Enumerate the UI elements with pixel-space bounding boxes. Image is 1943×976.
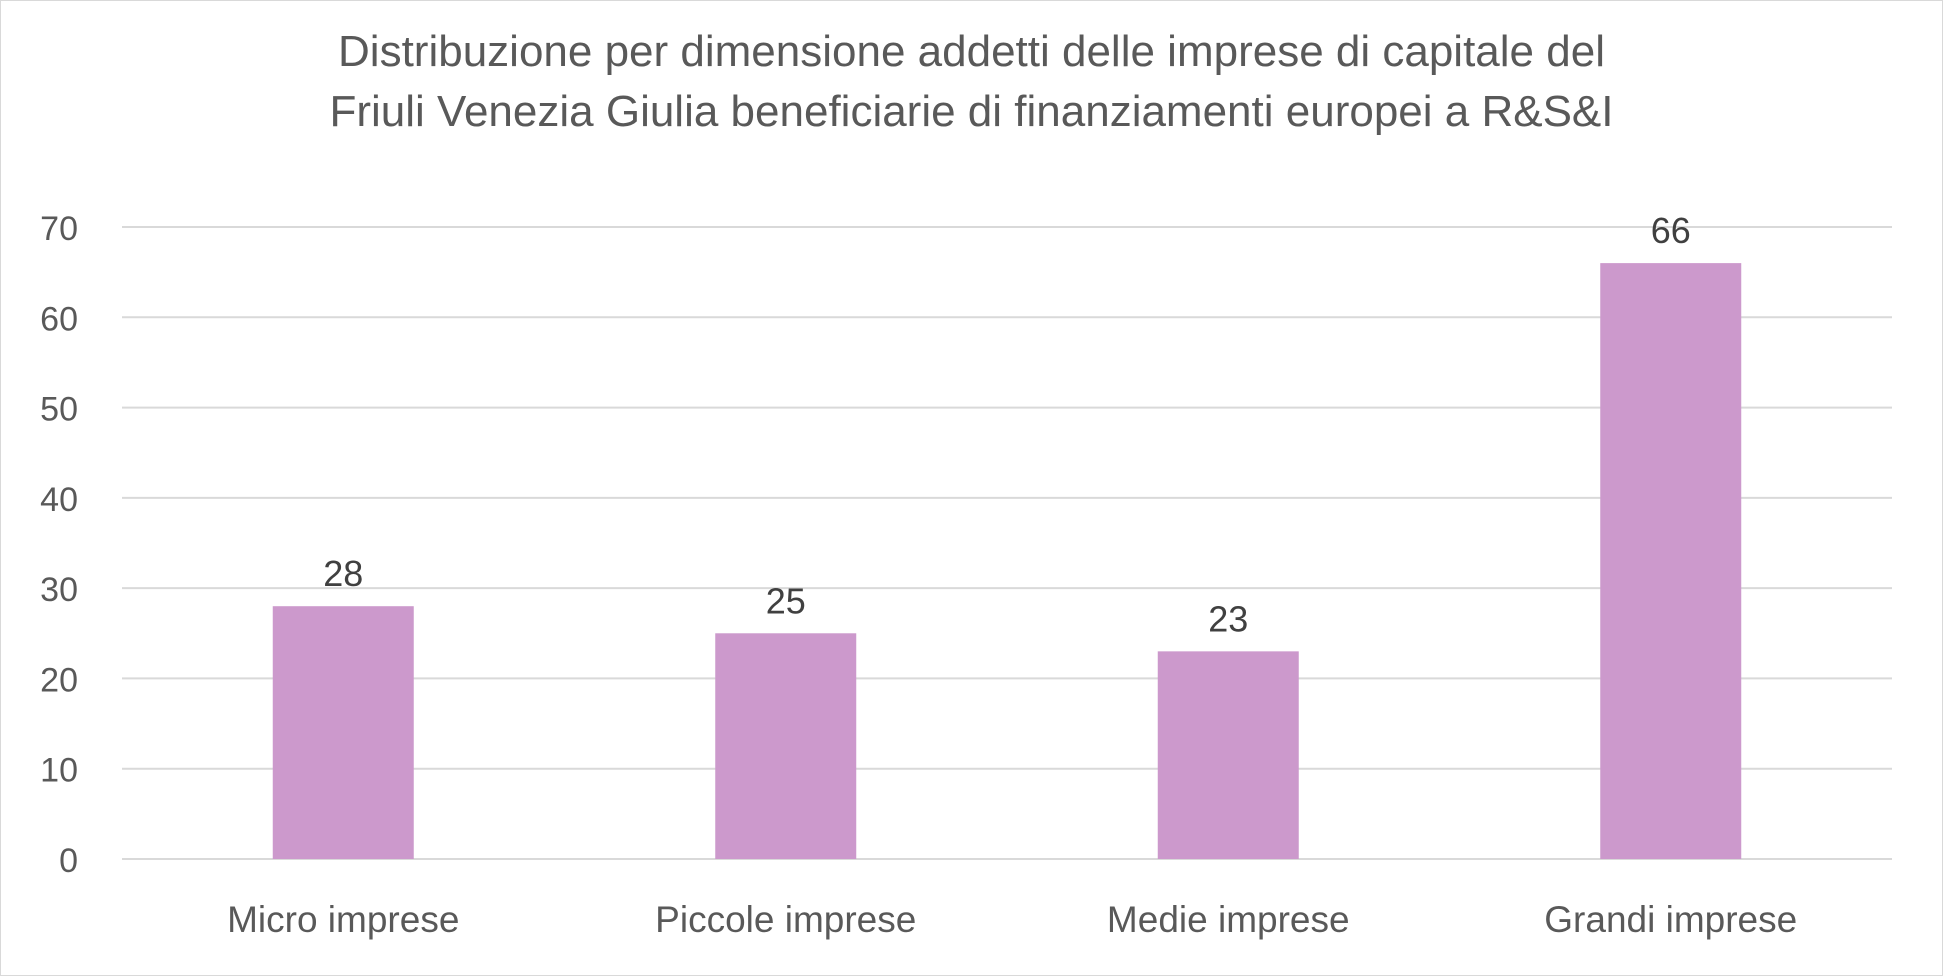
- bar: [715, 633, 857, 859]
- category-label: Medie imprese: [1107, 899, 1350, 940]
- data-label: 23: [1208, 598, 1248, 639]
- data-label: 28: [323, 553, 363, 594]
- y-tick-label: 20: [40, 661, 78, 699]
- y-tick-label: 0: [59, 842, 78, 880]
- bars: [272, 263, 1742, 860]
- chart-title-line-1: Distribuzione per dimensione addetti del…: [338, 27, 1605, 76]
- y-tick-label: 60: [40, 300, 78, 338]
- gridlines: [122, 226, 1892, 860]
- chart-title: Distribuzione per dimensione addetti del…: [0, 22, 1943, 142]
- category-label: Grandi imprese: [1544, 899, 1797, 940]
- category-label: Micro imprese: [227, 899, 459, 940]
- data-label: 25: [766, 580, 806, 621]
- y-tick-label: 50: [40, 391, 78, 429]
- category-label: Piccole imprese: [655, 899, 916, 940]
- chart-title-line-2: Friuli Venezia Giulia beneficiarie di fi…: [329, 87, 1614, 136]
- bar: [272, 606, 414, 859]
- data-label: 66: [1651, 210, 1691, 251]
- labels: 0 10 20 30 40 50 60 70 28 Micro imprese 25 Piccole …: [40, 210, 1797, 940]
- y-tick-label: 10: [40, 752, 78, 790]
- bar: [1157, 651, 1299, 859]
- y-tick-label: 70: [40, 210, 78, 248]
- y-tick-label: 40: [40, 481, 78, 519]
- bar: [1600, 263, 1742, 860]
- y-tick-label: 30: [40, 571, 78, 609]
